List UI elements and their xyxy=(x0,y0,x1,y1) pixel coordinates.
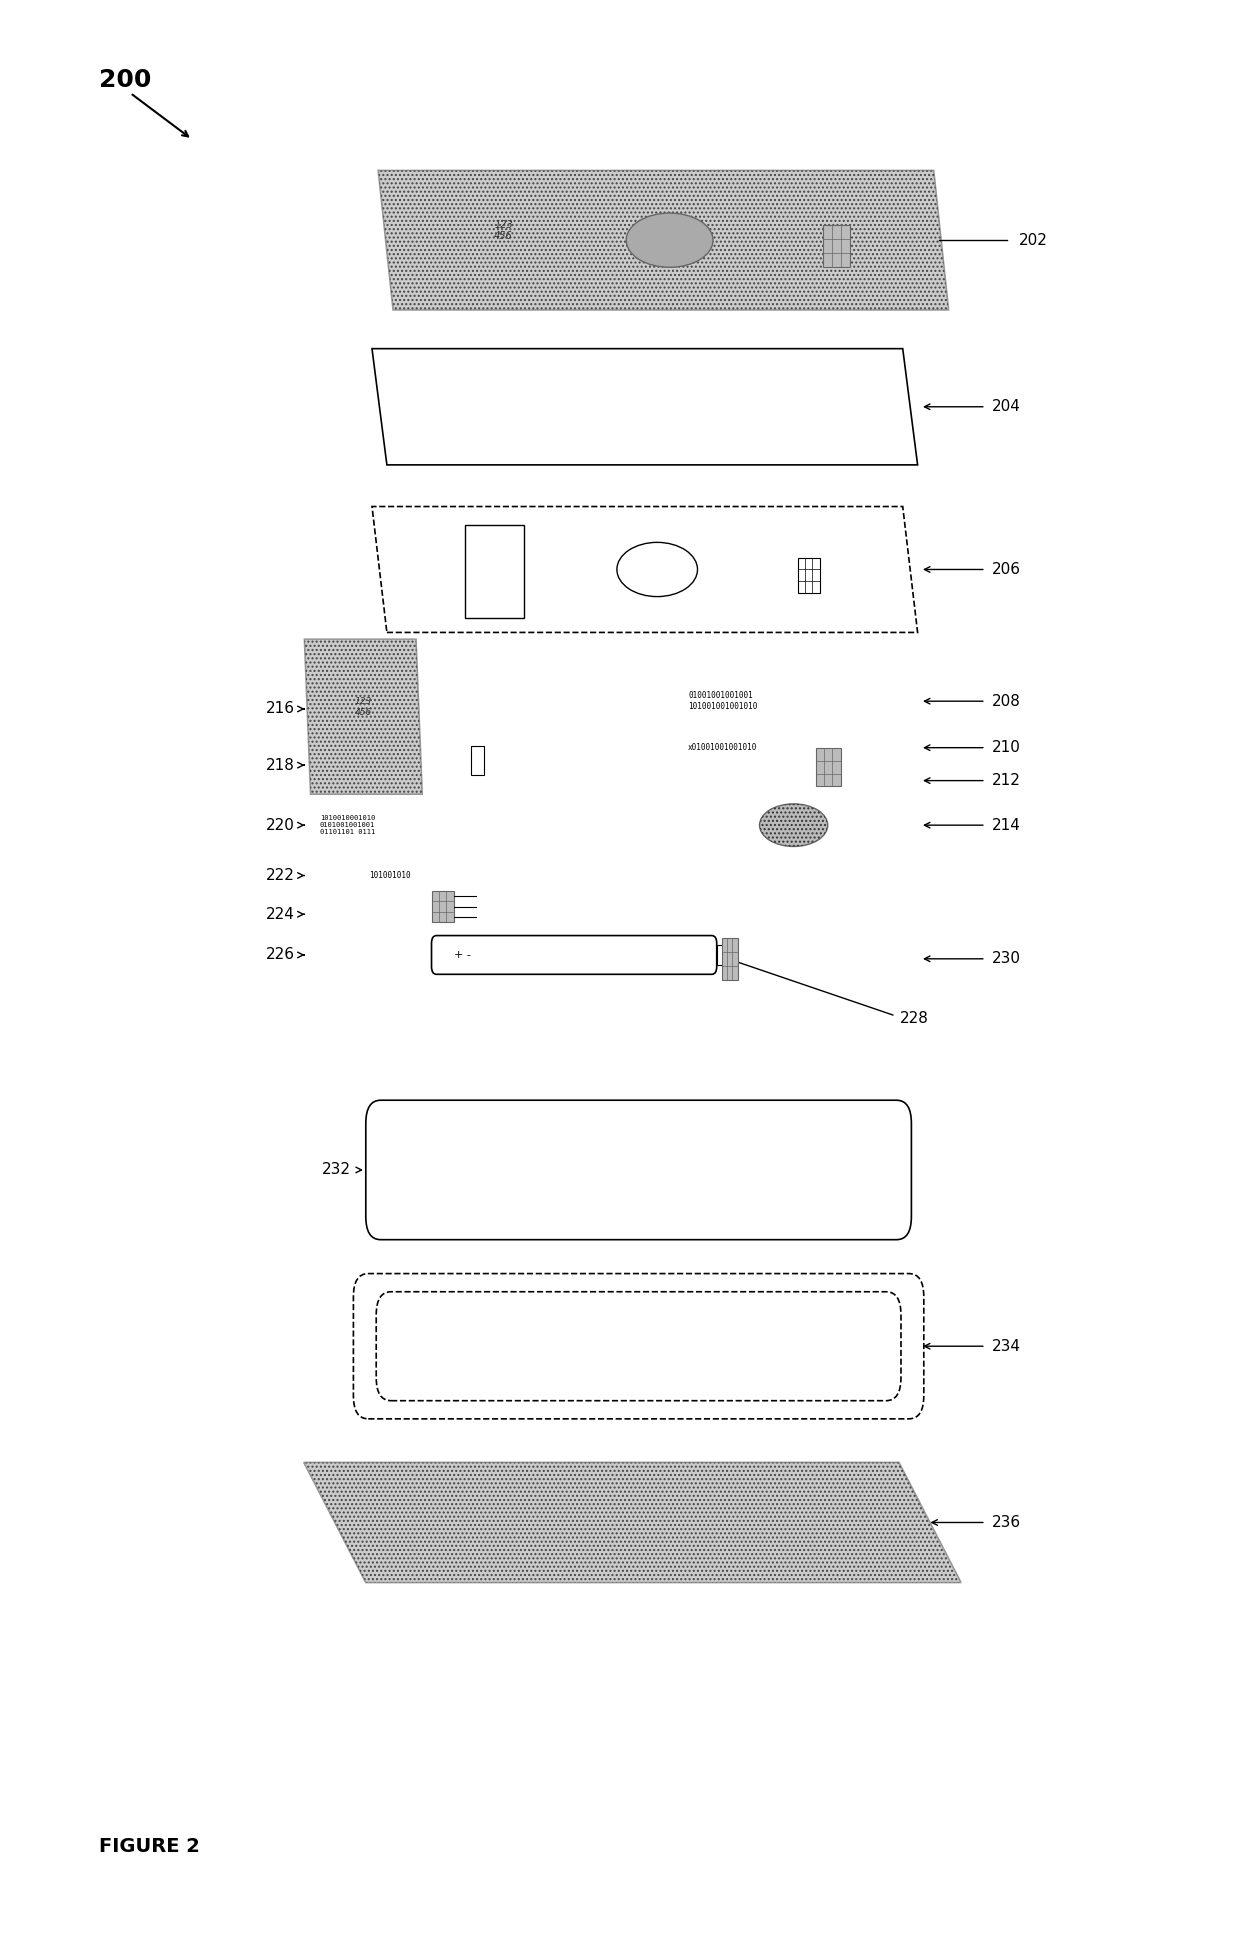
Polygon shape xyxy=(378,170,949,310)
Ellipse shape xyxy=(759,804,828,846)
Text: 123
456: 123 456 xyxy=(355,697,372,717)
FancyBboxPatch shape xyxy=(353,1275,924,1418)
Text: 216: 216 xyxy=(267,701,295,717)
Text: 224: 224 xyxy=(267,907,295,922)
FancyBboxPatch shape xyxy=(366,1100,911,1240)
Text: x01001001001010: x01001001001010 xyxy=(688,744,758,752)
Bar xyxy=(465,525,525,618)
Text: 236: 236 xyxy=(992,1515,1021,1530)
Text: 210: 210 xyxy=(992,740,1021,755)
Text: 200: 200 xyxy=(99,68,151,91)
Text: 228: 228 xyxy=(900,1011,929,1027)
FancyBboxPatch shape xyxy=(376,1292,901,1400)
Polygon shape xyxy=(372,349,918,465)
Text: 226: 226 xyxy=(267,947,295,963)
Text: FIGURE 2: FIGURE 2 xyxy=(99,1836,200,1856)
FancyBboxPatch shape xyxy=(432,936,717,974)
Text: 232: 232 xyxy=(322,1162,351,1178)
Bar xyxy=(823,225,851,267)
Text: 202: 202 xyxy=(1019,232,1048,248)
Text: 214: 214 xyxy=(992,817,1021,833)
Bar xyxy=(717,945,724,965)
Ellipse shape xyxy=(618,542,697,597)
Text: 204: 204 xyxy=(992,399,1021,415)
Text: 206: 206 xyxy=(992,562,1021,577)
Polygon shape xyxy=(304,1462,961,1583)
Bar xyxy=(797,558,820,593)
Text: 222: 222 xyxy=(267,868,295,883)
Text: 230: 230 xyxy=(992,951,1021,967)
Text: 208: 208 xyxy=(992,693,1021,709)
Bar xyxy=(471,746,484,775)
Text: 1010010001010
0101001001001
01101101 0111: 1010010001010 0101001001001 01101101 011… xyxy=(320,815,376,835)
Bar xyxy=(432,891,454,922)
Text: 220: 220 xyxy=(267,817,295,833)
Polygon shape xyxy=(305,639,422,794)
Text: 101001010: 101001010 xyxy=(370,872,412,879)
Text: 218: 218 xyxy=(267,757,295,773)
Text: 212: 212 xyxy=(992,773,1021,788)
Bar xyxy=(816,748,841,786)
Text: + -: + - xyxy=(454,949,471,961)
Text: 123
456: 123 456 xyxy=(495,219,513,242)
Polygon shape xyxy=(372,507,918,631)
Text: 234: 234 xyxy=(992,1338,1021,1354)
Bar xyxy=(722,938,738,980)
Text: 01001001001001
101001001001010: 01001001001001 101001001001010 xyxy=(688,692,758,711)
Ellipse shape xyxy=(626,213,713,267)
